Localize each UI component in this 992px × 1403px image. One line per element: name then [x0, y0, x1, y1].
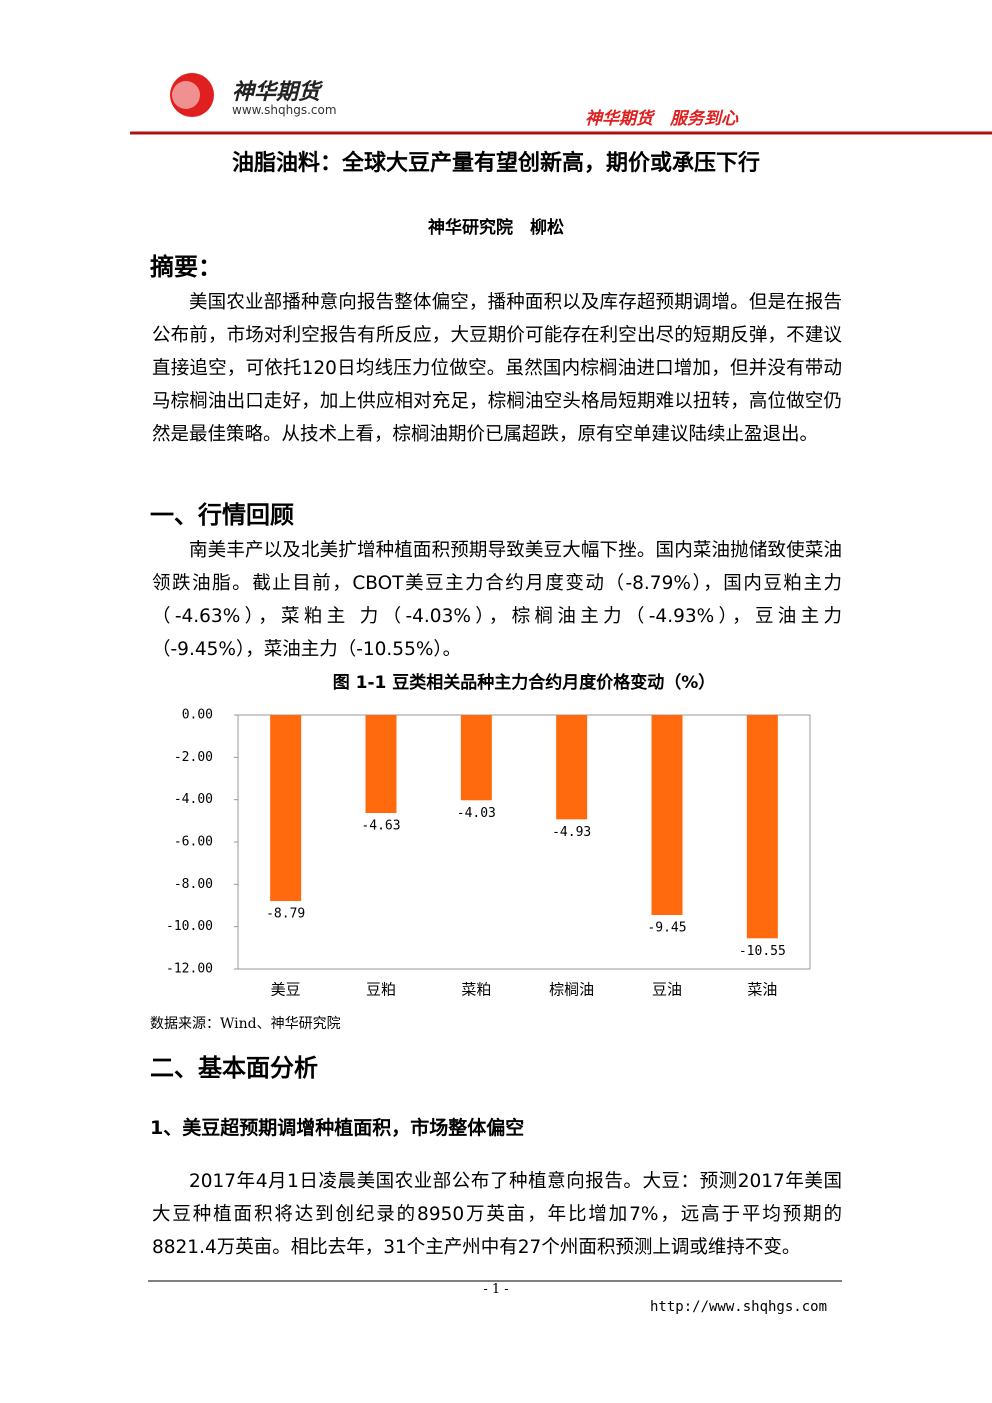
- x-tick-label: 豆油: [652, 981, 682, 999]
- doc-title: 油脂油料：全球大豆产量有望创新高，期价或承压下行: [231, 151, 760, 176]
- author: 神华研究院 柳松: [428, 218, 564, 238]
- paragraph: 美国农业部播种意向报告整体偏空，播种面积以及库存超预期调增。但是在报告公布前，市…: [152, 292, 842, 445]
- plot-frame: [237, 714, 811, 970]
- data-label: -9.45: [647, 921, 686, 936]
- footer-url: http://www.shqhgs.com: [650, 1299, 828, 1315]
- chart: 图 1-1 豆类相关品种主力合约月度价格变动（%） 0.00 -2.00 -4.00 -…: [166, 672, 811, 999]
- y-tick-label: -6.00: [174, 835, 213, 850]
- x-tick-label: 豆粕: [366, 981, 396, 999]
- bar: [270, 715, 302, 902]
- page-number: - 1 -: [483, 1282, 509, 1297]
- bar: [460, 715, 492, 801]
- heading: 摘要：: [150, 253, 222, 281]
- x-tick-label: 棕榈油: [549, 981, 594, 999]
- chart-source: 数据来源：Wind、神华研究院: [150, 1016, 341, 1032]
- bar: [651, 715, 683, 916]
- logo-name: 神华期货: [232, 80, 321, 105]
- subheading: 1、美豆超预期调增种植面积，市场整体偏空: [150, 1117, 525, 1139]
- data-label: -4.93: [552, 825, 591, 840]
- y-tick-label: -4.00: [174, 792, 213, 807]
- x-tick-label: 菜粕: [461, 981, 491, 999]
- logo-mark-inner: [172, 81, 200, 109]
- chart-title: 图 1-1 豆类相关品种主力合约月度价格变动（%）: [333, 672, 716, 693]
- data-label: -4.63: [361, 819, 400, 834]
- paragraph: 2017年4月1日凌晨美国农业部公布了种植意向报告。大豆：预测2017年美国大豆…: [152, 1171, 842, 1258]
- y-tick-label: -2.00: [174, 750, 213, 765]
- paragraph: 南美丰产以及北美扩增种植面积预期导致美豆大幅下挫。国内菜油抛储致使菜油领跌油脂。…: [152, 540, 842, 660]
- x-tick-label: 菜油: [747, 981, 777, 999]
- slogan: 神华期货 服务到心: [585, 109, 738, 129]
- bar: [365, 715, 397, 814]
- bar: [556, 715, 588, 820]
- data-label: -8.79: [266, 907, 305, 922]
- y-tick-label: -10.00: [166, 919, 213, 934]
- y-tick-label: 0.00: [182, 708, 213, 723]
- data-label: -10.55: [739, 944, 786, 959]
- y-tick-label: -12.00: [166, 962, 213, 977]
- x-tick-label: 美豆: [271, 981, 301, 999]
- heading: 二、基本面分析: [150, 1054, 318, 1082]
- data-label: -4.03: [457, 806, 496, 821]
- y-tick-label: -8.00: [174, 877, 213, 892]
- logo-website: www.shqhgs.com: [232, 103, 337, 117]
- heading: 一、行情回顾: [150, 501, 294, 529]
- bar: [746, 715, 778, 939]
